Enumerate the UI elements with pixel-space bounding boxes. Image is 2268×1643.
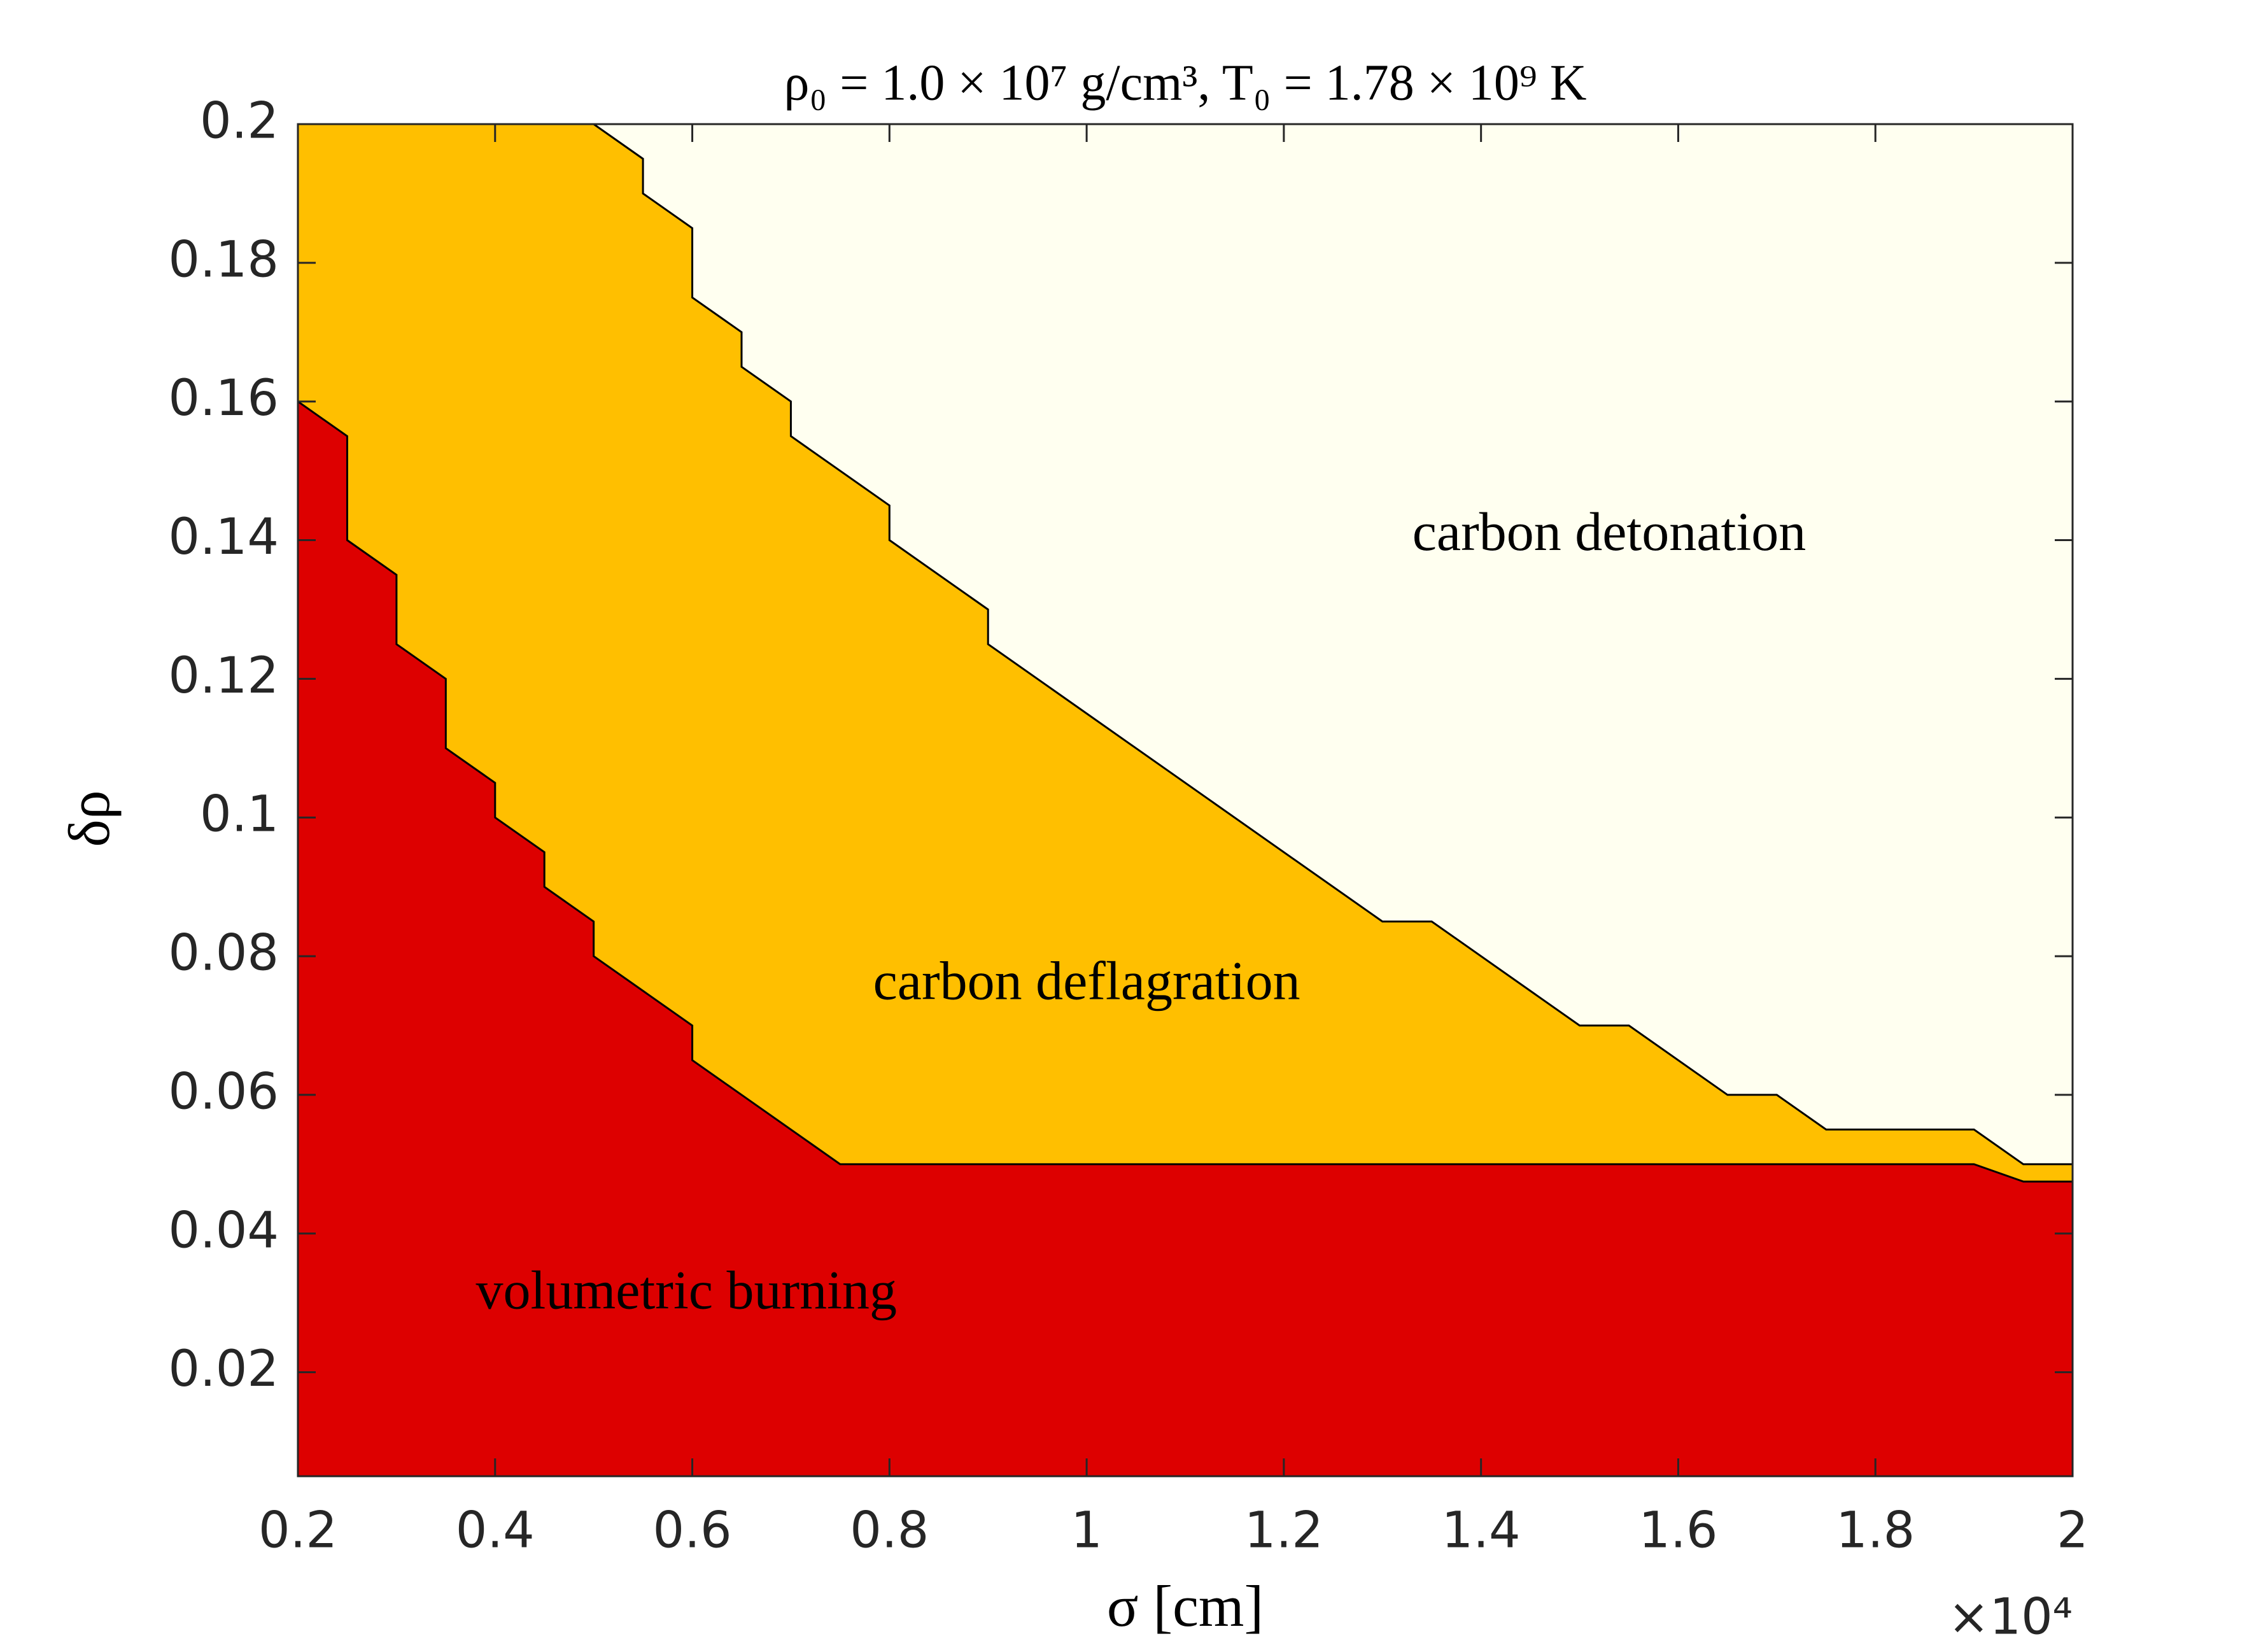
y-tick-label: 0.2 [200,92,279,150]
x-tick-label: 1.2 [1244,1502,1323,1559]
x-tick-label: 0.6 [653,1502,732,1559]
x-tick-label: 1.8 [1836,1502,1915,1559]
x-tick-label: 2 [2057,1502,2088,1559]
x-tick-label: 1 [1071,1502,1102,1559]
y-tick-label: 0.02 [168,1341,279,1398]
y-tick-label: 0.08 [168,925,279,982]
region-label: carbon detonation [1412,501,1807,562]
y-tick-label: 0.04 [168,1202,279,1259]
y-tick-label: 0.12 [168,647,279,705]
y-tick-label: 0.18 [168,231,279,288]
y-tick-label: 0.16 [168,370,279,427]
region-boundary [297,400,2073,1183]
plot-frame [297,123,2074,1477]
region-label: volumetric burning [475,1260,897,1321]
x-multiplier: ×10⁴ [1948,1588,2073,1643]
x-tick-label: 0.8 [850,1502,929,1559]
x-tick-label: 1.6 [1638,1502,1717,1559]
x-tick-label: 0.2 [258,1502,337,1559]
y-axis-label: δρ [57,790,122,847]
x-axis-label: σ [cm] [1107,1574,1264,1639]
x-tick-label: 1.4 [1442,1502,1521,1559]
region-area [298,401,2073,1476]
y-tick-label: 0.14 [168,509,279,566]
region-label: carbon deflagration [873,950,1300,1012]
region-boundary [298,123,2073,1166]
y-tick-label: 0.1 [200,786,279,843]
y-tick-label: 0.06 [168,1063,279,1120]
chart-title: ρ₀ = 1.0 × 10⁷ g/cm³, T₀ = 1.78 × 10⁹ K [784,55,1586,111]
x-tick-label: 0.4 [456,1502,535,1559]
